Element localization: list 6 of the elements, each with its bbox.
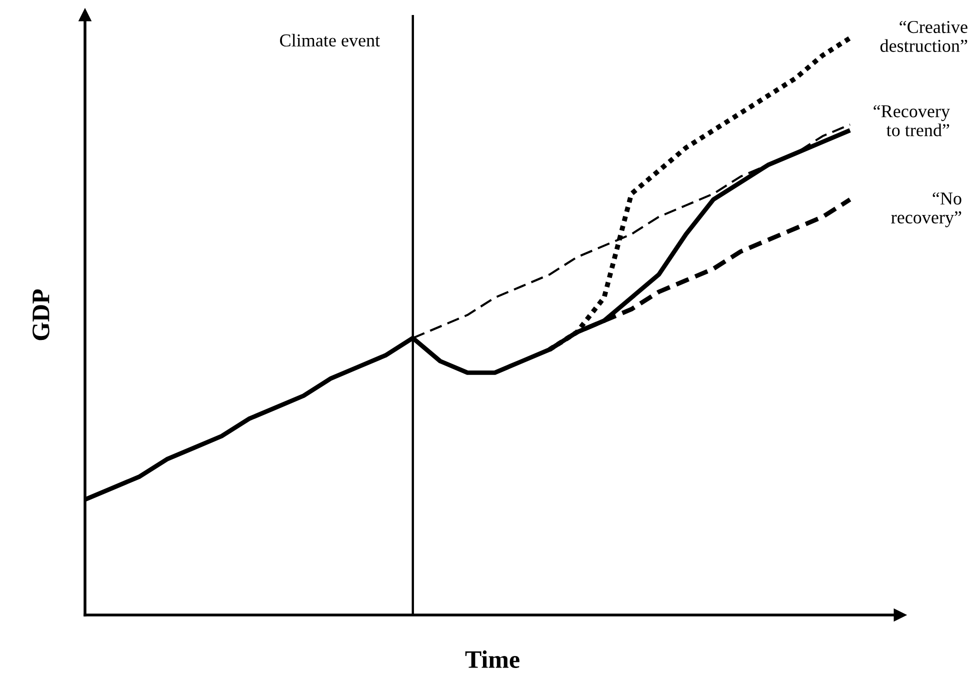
series-label: “Recovery to trend” (874, 105, 950, 136)
series-label: “Creative destruction” (880, 20, 968, 52)
y-axis-title: GDP (32, 289, 50, 340)
annotation: Climate event (280, 34, 380, 47)
x-axis-title: Time (465, 650, 520, 668)
text: “No recovery” (891, 192, 962, 228)
